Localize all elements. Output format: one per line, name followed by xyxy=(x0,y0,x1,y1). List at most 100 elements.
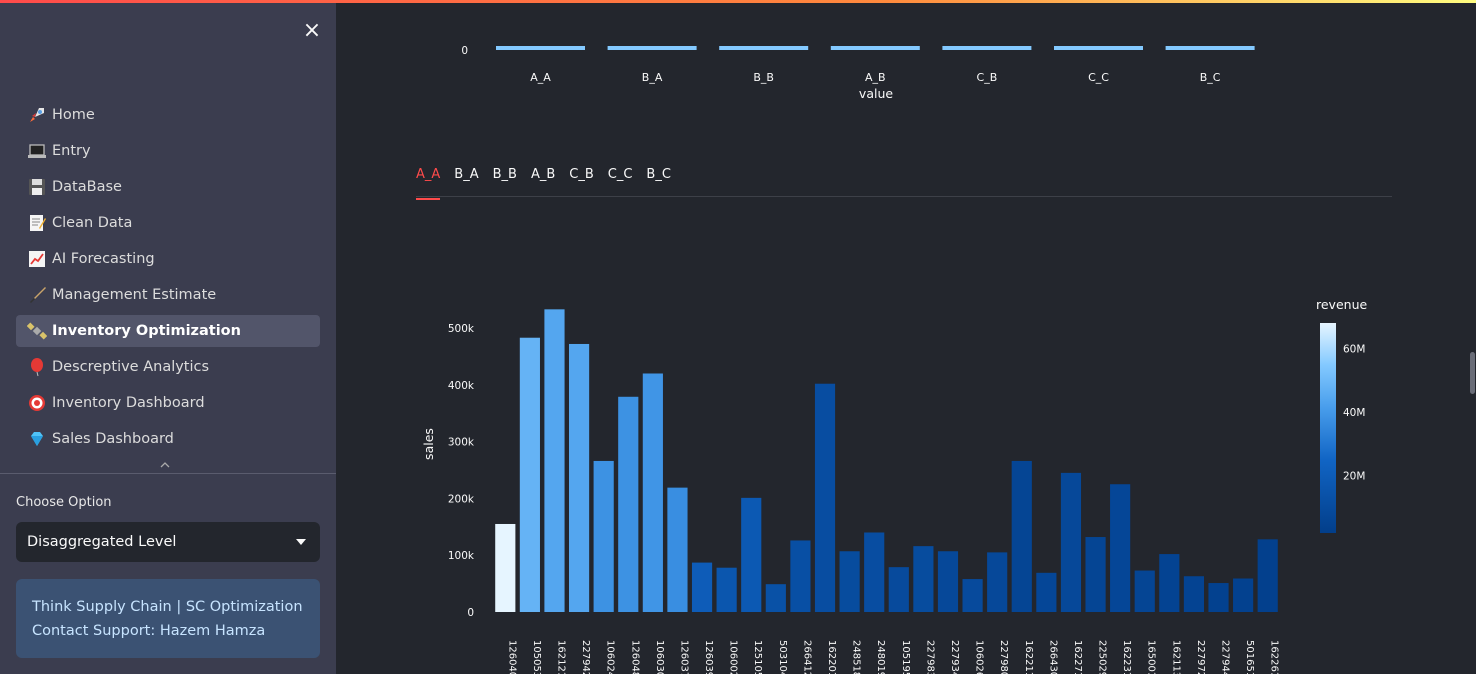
tab-c-b[interactable]: C_B xyxy=(569,167,594,182)
sidebar-item-descreptive-analytics[interactable]: Descreptive Analytics xyxy=(16,351,320,383)
x-tick-label: A_B xyxy=(865,71,886,84)
tab-b-a[interactable]: B_A xyxy=(454,167,479,182)
sidebar-item-entry[interactable]: Entry xyxy=(16,135,320,167)
x-tick-label: C_B xyxy=(977,71,998,84)
bar[interactable] xyxy=(888,567,909,612)
bar[interactable] xyxy=(544,309,565,612)
bar[interactable] xyxy=(830,46,920,50)
sidebar-item-label: Inventory Optimization xyxy=(52,323,241,339)
bar[interactable] xyxy=(814,383,836,612)
tab-a-a[interactable]: A_A xyxy=(416,166,441,200)
bar[interactable] xyxy=(1011,460,1032,612)
bar[interactable] xyxy=(962,579,983,612)
sidebar-item-management-estimate[interactable]: Management Estimate xyxy=(16,279,320,311)
rocket-icon xyxy=(26,104,48,126)
tab-underline xyxy=(416,196,1392,197)
tab-b-c[interactable]: B_C xyxy=(646,167,671,182)
info-box: Think Supply Chain | SC Optimization Con… xyxy=(16,579,320,658)
bar[interactable] xyxy=(593,460,614,612)
bar[interactable] xyxy=(719,46,809,50)
chart-increasing-icon xyxy=(26,248,48,270)
bar[interactable] xyxy=(1208,583,1229,612)
x-tick-label: 227972 xyxy=(1195,640,1206,674)
tab-c-c[interactable]: C_C xyxy=(607,167,633,182)
balloon-icon xyxy=(26,356,48,378)
bar[interactable] xyxy=(790,540,811,612)
x-tick-label: 106024 xyxy=(605,640,616,674)
bar[interactable] xyxy=(1134,570,1155,612)
y-tick-label: 0 xyxy=(461,45,468,57)
colorbar xyxy=(1320,323,1336,533)
bar[interactable] xyxy=(839,551,860,612)
bar[interactable] xyxy=(913,546,934,612)
x-tick-label: 106026 xyxy=(974,640,985,674)
x-tick-label: 106030 xyxy=(654,640,665,674)
x-tick-label: 227944 xyxy=(1220,640,1231,674)
bar[interactable] xyxy=(1054,46,1143,50)
bar[interactable] xyxy=(519,337,540,612)
sidebar-item-ai-forecasting[interactable]: AI Forecasting xyxy=(16,243,320,275)
bar[interactable] xyxy=(642,373,663,613)
bar[interactable] xyxy=(691,562,713,612)
chevron-down-icon xyxy=(296,539,306,545)
bar[interactable] xyxy=(942,46,1032,50)
colorbar-tick-label: 40M xyxy=(1343,407,1365,419)
tab-a-b[interactable]: A_B xyxy=(530,167,556,182)
bar[interactable] xyxy=(1257,539,1278,612)
collapse-nav-chevron-icon[interactable] xyxy=(160,458,170,471)
bar[interactable] xyxy=(495,523,516,612)
bar[interactable] xyxy=(987,552,1008,612)
sidebar-item-sales-dashboard[interactable]: Sales Dashboard xyxy=(16,423,320,455)
y-tick-label: 200k xyxy=(448,493,475,505)
sales-bar-chart: 0 100k 200k 300k 400k 500k sales 126040 105053 16… xyxy=(421,297,1367,674)
bar[interactable] xyxy=(765,584,786,612)
bar[interactable] xyxy=(741,497,762,612)
sidebar-nav: Home Entry DataBase Clean Data AI Foreca… xyxy=(16,99,320,459)
sidebar-item-label: Home xyxy=(52,107,95,123)
bar[interactable] xyxy=(607,46,697,50)
tab-bar: A_A B_A B_B A_B C_B C_C B_C xyxy=(416,166,685,200)
sidebar-item-label: Management Estimate xyxy=(52,287,217,303)
bar[interactable] xyxy=(937,551,959,612)
y-tick-label: 500k xyxy=(448,323,475,335)
bar[interactable] xyxy=(496,46,585,50)
satellite-icon xyxy=(26,320,48,342)
bar[interactable] xyxy=(1085,537,1106,612)
x-tick-label: 162121 xyxy=(555,640,566,674)
tab-b-b[interactable]: B_B xyxy=(492,167,517,182)
bar[interactable] xyxy=(1183,576,1205,612)
y-tick-label: 100k xyxy=(448,550,475,562)
x-tick-label: 227934 xyxy=(949,640,960,674)
target-icon xyxy=(26,392,48,414)
x-tick-label: 105053 xyxy=(531,640,542,674)
bar[interactable] xyxy=(568,343,590,612)
main-content: 0 A_A B_A B_B A_B C_B C_C B_C value A_A B_A B_B A_B… xyxy=(336,3,1476,674)
bar[interactable] xyxy=(1060,472,1082,612)
bar[interactable] xyxy=(1036,572,1057,612)
bar[interactable] xyxy=(1233,578,1254,612)
page-scrollbar[interactable] xyxy=(1470,352,1475,394)
x-tick-label: 248518 xyxy=(851,640,862,674)
sidebar-item-inventory-dashboard[interactable]: Inventory Dashboard xyxy=(16,387,320,419)
x-tick-label: B_C xyxy=(1200,71,1221,84)
sidebar-item-inventory-optimization[interactable]: Inventory Optimization xyxy=(16,315,320,347)
bar[interactable] xyxy=(1165,46,1255,50)
x-tick-label: 126037 xyxy=(678,640,689,674)
x-tick-label: 501651 xyxy=(1244,640,1255,674)
bar[interactable] xyxy=(1159,554,1180,612)
level-select[interactable]: Disaggregated Level xyxy=(16,522,320,562)
bar[interactable] xyxy=(1110,484,1131,612)
bar[interactable] xyxy=(667,487,688,612)
sidebar-item-clean-data[interactable]: Clean Data xyxy=(16,207,320,239)
close-sidebar-button[interactable]: × xyxy=(302,18,322,43)
x-tick-label: 162201 xyxy=(826,640,837,674)
sidebar-item-database[interactable]: DataBase xyxy=(16,171,320,203)
bar[interactable] xyxy=(864,532,885,613)
x-tick-label: 266430 xyxy=(1047,640,1058,674)
x-tick-label: 126039 xyxy=(703,640,714,674)
sidebar-item-home[interactable]: Home xyxy=(16,99,320,131)
y-tick-label: 300k xyxy=(448,437,475,449)
bar[interactable] xyxy=(618,396,639,612)
bar[interactable] xyxy=(716,567,737,612)
